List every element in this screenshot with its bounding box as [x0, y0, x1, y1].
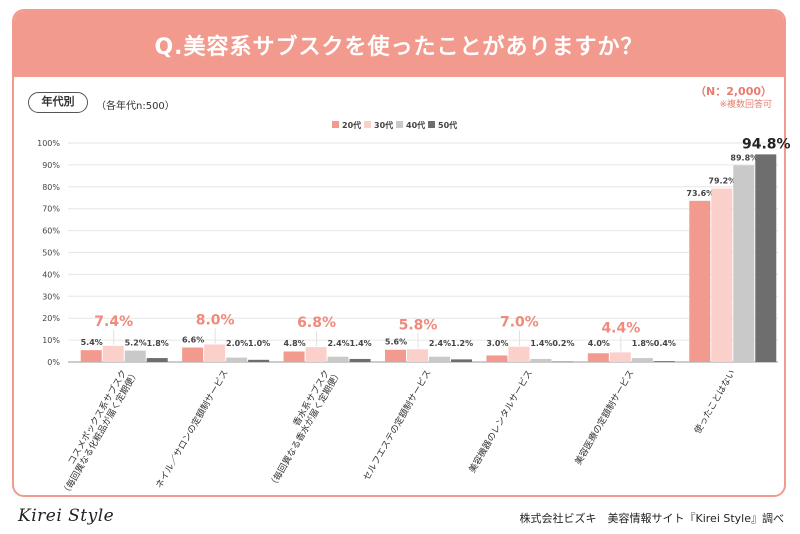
bar [631, 358, 653, 362]
age-group-pill: 年代別 [28, 92, 88, 113]
data-label: 1.4% [530, 339, 552, 348]
bar [755, 154, 777, 362]
bar [609, 352, 631, 362]
data-label: 94.8% [742, 136, 791, 152]
legend-label: 20代 [342, 120, 361, 130]
data-label: 1.8% [632, 339, 654, 348]
y-tick-label: 100% [37, 139, 60, 148]
bar [385, 349, 406, 362]
bar [80, 350, 102, 362]
bar [451, 359, 472, 362]
bar [530, 358, 552, 362]
bar [486, 355, 508, 362]
sample-size: （N：2,000） [695, 85, 772, 98]
header-banner: Q.美容系サブスクを使ったことがありますか？ [14, 11, 784, 77]
data-label: 6.6% [182, 336, 204, 345]
data-label: 2.4% [429, 339, 451, 348]
data-label: 0.2% [552, 339, 574, 348]
legend-swatch [396, 121, 403, 128]
bar [552, 361, 574, 363]
data-label: 4.8% [283, 339, 305, 348]
data-label: 0.4% [654, 339, 676, 348]
legend-label: 50代 [438, 120, 457, 130]
data-label: 7.0% [500, 315, 539, 331]
data-label: 1.2% [451, 339, 473, 348]
multiple-answer-note: ※複数回答可 [719, 100, 772, 110]
x-tick-label: 美容機器のレンタルサービス [466, 368, 535, 475]
data-label: 1.8% [147, 339, 169, 348]
bar [204, 344, 226, 362]
data-label: 5.4% [81, 338, 103, 347]
bar [711, 188, 733, 362]
bar [653, 361, 675, 362]
data-label: 5.6% [385, 338, 407, 347]
bar [283, 351, 305, 362]
data-label: 1.4% [349, 339, 371, 348]
bar [407, 349, 428, 362]
y-tick-label: 0% [47, 358, 60, 367]
x-tick-label: 美容医療の定額制サービス [572, 368, 636, 468]
x-tick-label: 使ったことはない [691, 368, 737, 436]
bar [429, 356, 450, 362]
age-group-note: （各年代n:500） [96, 101, 175, 112]
bar [587, 353, 609, 362]
legend-swatch [364, 121, 371, 128]
bar [305, 347, 327, 362]
x-tick-label: （毎回異なる香水が届く定期便） [266, 368, 344, 491]
legend-swatch [332, 121, 339, 128]
page-title: Q.美容系サブスクを使ったことがありますか？ [154, 35, 644, 60]
data-label: 73.6% [686, 189, 714, 198]
x-tick-label: セルフエステの定額制サービス [360, 368, 433, 483]
data-label: 89.8% [730, 153, 758, 162]
y-tick-label: 40% [42, 270, 60, 279]
data-label: 2.0% [226, 339, 248, 348]
x-tick-label: ネイル／サロンの定額制サービス [153, 368, 231, 491]
bar [102, 345, 124, 362]
bar [349, 358, 371, 362]
bar [327, 356, 349, 362]
data-label: 79.2% [708, 177, 736, 186]
data-label: 1.0% [248, 339, 270, 348]
data-label: 2.4% [327, 339, 349, 348]
bar [182, 347, 204, 362]
data-label: 8.0% [196, 312, 235, 328]
y-tick-label: 60% [42, 227, 60, 236]
y-tick-label: 30% [42, 292, 60, 301]
y-tick-label: 90% [42, 161, 60, 170]
legend-label: 40代 [406, 120, 425, 130]
bar [146, 358, 168, 362]
data-label: 5.2% [125, 339, 147, 348]
bar [508, 346, 530, 362]
data-label: 6.8% [297, 315, 336, 331]
data-label: 5.8% [399, 317, 438, 333]
data-label: 3.0% [486, 339, 508, 348]
x-tick-label: コスメボックス系サブスク [65, 368, 129, 467]
bar [124, 350, 146, 362]
legend-label: 30代 [374, 120, 393, 130]
data-label: 7.4% [94, 314, 133, 330]
legend-swatch [428, 121, 435, 128]
y-tick-label: 10% [42, 336, 60, 345]
bar [689, 200, 711, 362]
y-tick-label: 70% [42, 205, 60, 214]
bar [248, 359, 270, 362]
bar [733, 165, 755, 362]
data-label: 4.4% [601, 320, 640, 336]
kirei-style-logo: Kirei Style [18, 506, 115, 526]
data-label: 4.0% [588, 339, 610, 348]
y-tick-label: 80% [42, 183, 60, 192]
y-tick-label: 50% [42, 249, 60, 258]
x-tick-label: （毎回異なる化粧品が届く定期便） [59, 368, 141, 499]
survey-credit: 株式会社ビズキ 美容情報サイト『Kirei Style』調べ [519, 512, 785, 525]
y-tick-label: 20% [42, 314, 60, 323]
bar [226, 357, 248, 362]
